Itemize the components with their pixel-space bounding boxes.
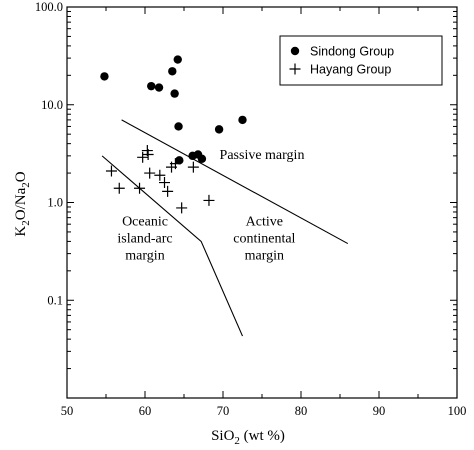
field-labels: Passive margin Active continental margin Oce… <box>117 148 304 264</box>
hayang-point <box>187 161 199 173</box>
boundary-line-1 <box>121 119 349 245</box>
sindong-point <box>197 154 207 163</box>
legend: Sindong Group Hayang Group <box>279 35 443 86</box>
y-tick-label: 100.0 <box>35 0 63 14</box>
hayang-point <box>159 177 170 189</box>
sindong-point <box>175 156 184 165</box>
sindong-point <box>238 115 247 125</box>
hayang-point <box>105 165 117 177</box>
x-tick-label: 90 <box>373 404 386 418</box>
hayang-point <box>154 169 166 181</box>
hayang-point <box>134 182 146 194</box>
sindong-point <box>174 122 183 131</box>
hayang-point <box>203 194 215 206</box>
y-axis-title: K2O/Na2O <box>13 171 32 236</box>
passive-margin-label: Passive margin <box>220 148 305 163</box>
x-tick-label: 70 <box>217 404 230 418</box>
hayang-point <box>142 148 154 160</box>
hayang-point <box>169 158 181 170</box>
hayang-point <box>176 202 188 214</box>
boundary-line-2 <box>101 155 244 337</box>
legend-label: Sindong Group <box>310 45 394 59</box>
legend-label: Hayang Group <box>310 63 391 77</box>
hayang-point <box>144 167 156 179</box>
sindong-point <box>173 55 182 64</box>
sindong-point <box>100 72 109 81</box>
legend-hayang-marker <box>289 63 301 75</box>
field-boundaries <box>101 119 349 337</box>
oceanic-island-arc-margin-label: Oceanic island-arc margin <box>117 215 172 264</box>
x-tick-label: 50 <box>61 404 74 418</box>
hayang-point <box>162 185 174 197</box>
sindong-point <box>147 81 156 91</box>
active-continental-margin-label: Active continental margin <box>233 215 295 264</box>
legend-sindong-marker <box>290 46 300 56</box>
hayang-point <box>137 151 149 163</box>
x-axis-title: SiO2 (wt %) <box>211 428 285 447</box>
x-tick-label: 100 <box>448 404 467 418</box>
axis-ticks: 50 60 70 80 90 100 0.1 1.0 10.0 100.0 <box>35 0 467 418</box>
x-tick-label: 60 <box>139 404 152 418</box>
sindong-point <box>170 89 179 98</box>
hayang-point <box>113 182 125 194</box>
data-points <box>100 55 247 214</box>
sindong-point <box>214 125 224 134</box>
sindong-point <box>168 67 177 76</box>
x-tick-label: 80 <box>295 404 308 418</box>
y-tick-label: 10.0 <box>41 98 63 112</box>
y-tick-label: 0.1 <box>47 293 63 307</box>
sindong-point <box>154 83 164 92</box>
legend-box <box>279 35 443 86</box>
y-tick-label: 1.0 <box>47 196 63 210</box>
